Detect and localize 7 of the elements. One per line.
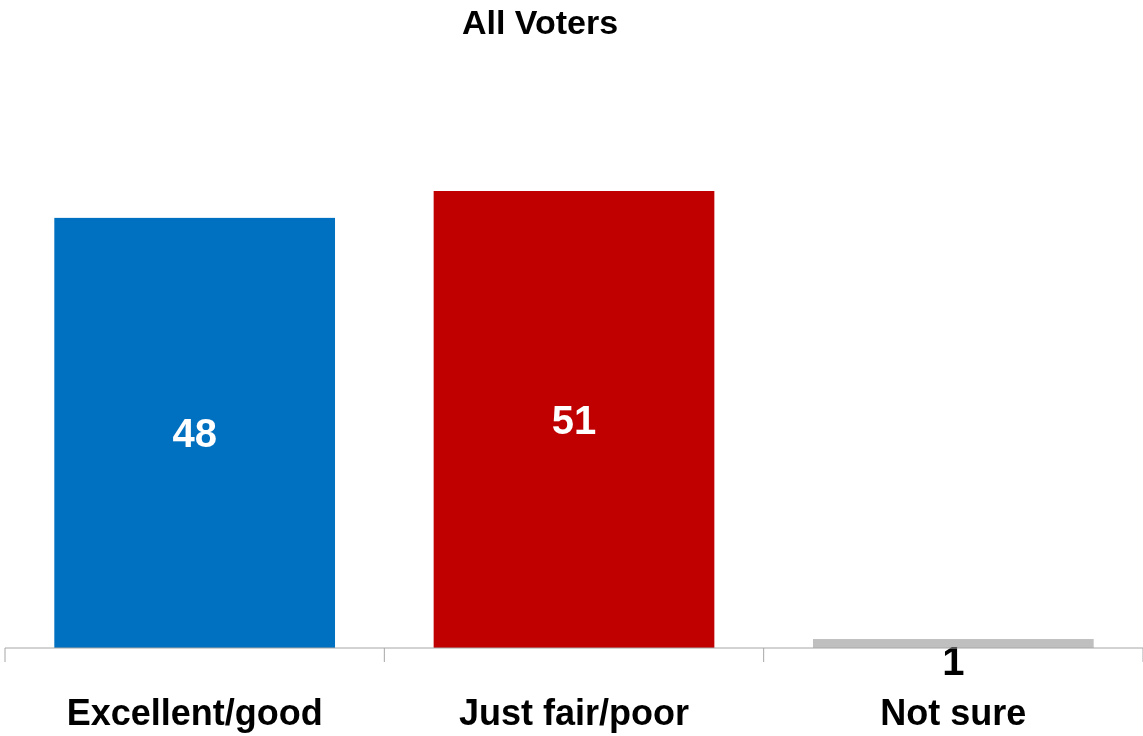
x-tick-label: Just fair/poor [458, 691, 690, 733]
data-label: 51 [551, 397, 597, 442]
data-label: 48 [172, 410, 217, 455]
x-tick-label: Not sure [880, 691, 1027, 733]
chart-title: All Voters [461, 3, 619, 41]
x-tick-label: Excellent/good [66, 691, 323, 733]
data-label: 1 [942, 639, 965, 684]
